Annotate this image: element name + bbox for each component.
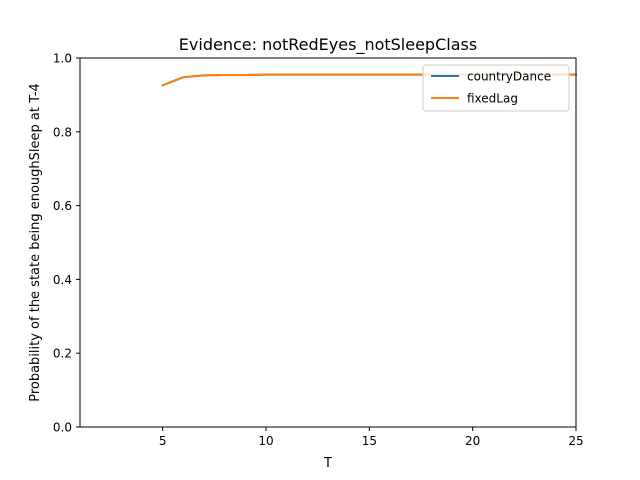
- x-tick-label: 25: [568, 434, 583, 448]
- legend-label-fixedLag: fixedLag: [467, 92, 518, 106]
- y-axis-label: Probability of the state being enoughSle…: [28, 83, 43, 402]
- plot-area: 5 10 15 20 25 0.0 0.2 0.4 0.6 0.8 1.0 countryDance f…: [53, 52, 584, 449]
- x-tick-label: 20: [465, 434, 480, 448]
- plot-frame: [79, 57, 577, 428]
- y-tick-label: 1.0: [53, 52, 72, 66]
- legend-label-countryDance: countryDance: [467, 70, 551, 84]
- x-tick-label: 10: [258, 434, 273, 448]
- y-tick-label: 0.6: [53, 199, 72, 213]
- x-tick-label: 15: [362, 434, 377, 448]
- y-tick-label: 0.2: [53, 347, 72, 361]
- y-tick-label: 0.4: [53, 273, 72, 287]
- legend-box: [422, 64, 570, 112]
- y-tick-label: 0.0: [53, 421, 72, 435]
- y-tick-label: 0.8: [53, 125, 72, 139]
- x-axis-label: T: [323, 456, 332, 471]
- chart-title: Evidence: notRedEyes_notSleepClass: [179, 35, 477, 55]
- x-tick-label: 5: [159, 434, 167, 448]
